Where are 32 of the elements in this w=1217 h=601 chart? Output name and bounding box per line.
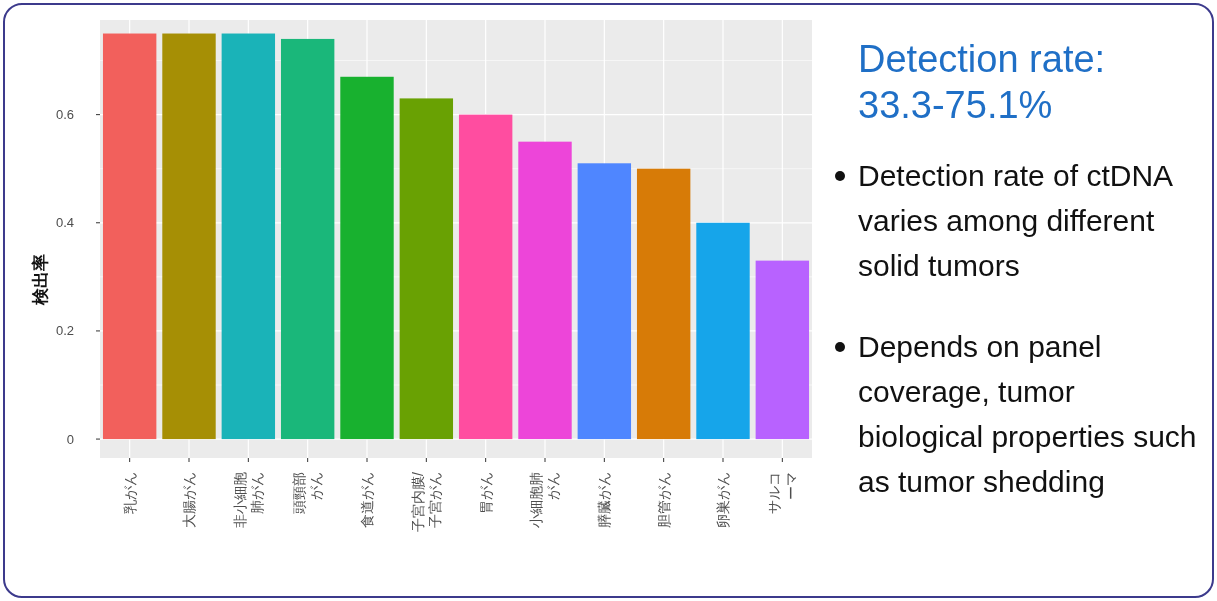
bar bbox=[102, 33, 157, 440]
bar bbox=[458, 114, 513, 440]
bar bbox=[755, 260, 810, 440]
bar bbox=[340, 76, 394, 440]
x-tick-label: 非小細胞肺がん bbox=[231, 472, 265, 528]
text: Detection rate of ctDNA varies among different solid tumors bbox=[858, 159, 1174, 282]
bar bbox=[577, 163, 632, 440]
y-tick-label: 0.2 bbox=[55, 323, 74, 339]
x-tick-label: 大腸がん bbox=[180, 472, 197, 528]
x-tick-label: 乳がん bbox=[121, 472, 138, 514]
x-tick-label: 頭頸部がん bbox=[291, 472, 325, 514]
bar bbox=[636, 168, 691, 440]
bar bbox=[221, 33, 276, 440]
x-tick-label: サルコーマ bbox=[765, 472, 799, 514]
bar bbox=[696, 222, 750, 440]
text: Depends on panel coverage, tumor biological properties such as tumor shedding bbox=[858, 330, 1197, 498]
bar bbox=[518, 141, 572, 440]
x-tick-label: 小細胞肺がん bbox=[528, 472, 562, 528]
x-tick-label: 食道がん bbox=[358, 472, 375, 528]
y-tick-label: 0 bbox=[66, 431, 74, 447]
x-tick-label: 胃がん bbox=[477, 472, 494, 514]
bar bbox=[162, 33, 216, 440]
x-tick-label: 子宮内膜/子宮がん bbox=[409, 471, 443, 532]
y-tick-label: 0.6 bbox=[55, 107, 74, 123]
text: Detection rate: 33.3-75.1% bbox=[858, 38, 1106, 126]
x-tick-label: 膵臓がん bbox=[596, 472, 613, 528]
y-tick-label: 0.4 bbox=[55, 215, 74, 231]
x-tick-label: 胆管がん bbox=[655, 472, 672, 528]
bar bbox=[399, 98, 454, 440]
x-tick-label: 卵巣がん bbox=[714, 472, 731, 528]
y-axis-title: 検出率 bbox=[31, 253, 50, 306]
bar bbox=[280, 38, 335, 440]
